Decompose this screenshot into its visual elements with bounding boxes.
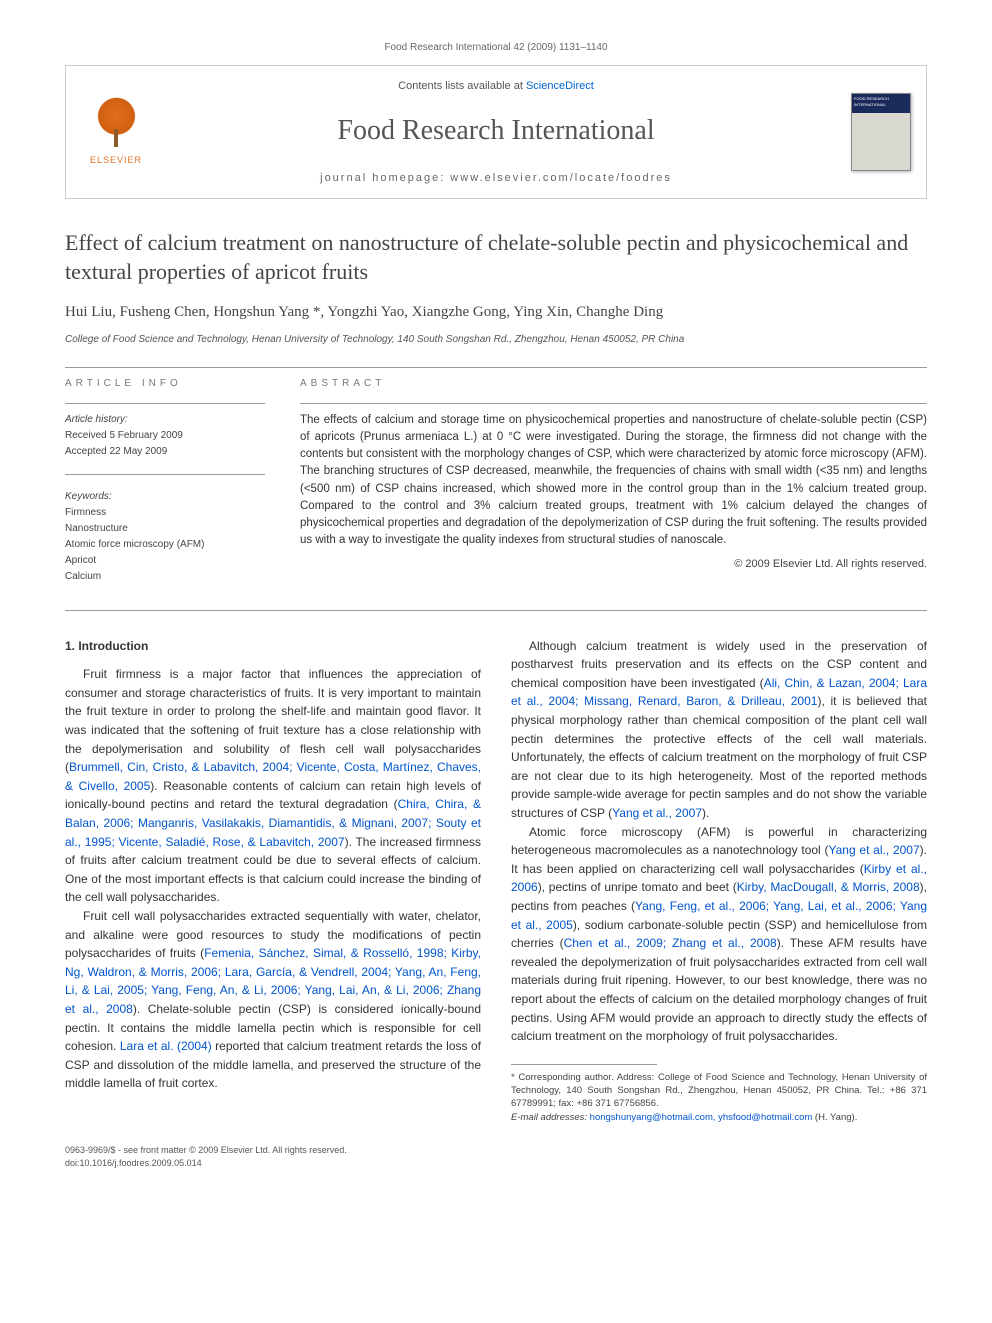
keywords-heading: Keywords: <box>65 489 265 505</box>
email-suffix: (H. Yang). <box>812 1112 857 1123</box>
keyword: Apricot <box>65 553 265 569</box>
keyword: Nanostructure <box>65 521 265 537</box>
email-line: E-mail addresses: hongshunyang@hotmail.c… <box>511 1111 927 1124</box>
contents-line: Contents lists available at ScienceDirec… <box>66 78 926 95</box>
accepted-date: Accepted 22 May 2009 <box>65 444 265 460</box>
divider <box>65 367 927 368</box>
affiliation: College of Food Science and Technology, … <box>65 332 927 347</box>
received-date: Received 5 February 2009 <box>65 428 265 444</box>
email-addresses: hongshunyang@hotmail.com, yhsfood@hotmai… <box>590 1112 813 1123</box>
abstract-text: The effects of calcium and storage time … <box>300 412 927 550</box>
abstract-label: ABSTRACT <box>300 376 927 391</box>
keyword: Firmness <box>65 505 265 521</box>
cover-title: FOOD RESEARCH INTERNATIONAL <box>852 94 910 110</box>
keyword: Calcium <box>65 569 265 585</box>
contents-prefix: Contents lists available at <box>398 80 526 92</box>
doi-line: doi:10.1016/j.foodres.2009.05.014 <box>65 1157 927 1170</box>
journal-header-box: ELSEVIER FOOD RESEARCH INTERNATIONAL Con… <box>65 65 927 199</box>
running-head: Food Research International 42 (2009) 11… <box>65 40 927 55</box>
divider <box>65 403 265 404</box>
citation: Kirby, MacDougall, & Morris, 2008 <box>737 880 920 894</box>
elsevier-logo: ELSEVIER <box>81 92 151 172</box>
citation: Lara et al. (2004) <box>120 1039 212 1053</box>
citation: Yang et al., 2007 <box>828 843 919 857</box>
email-label: E-mail addresses: <box>511 1112 587 1123</box>
footnotes: * Corresponding author. Address: College… <box>511 1071 927 1124</box>
keyword: Atomic force microscopy (AFM) <box>65 537 265 553</box>
divider <box>65 610 927 611</box>
divider <box>300 403 927 404</box>
sciencedirect-link[interactable]: ScienceDirect <box>526 80 594 92</box>
abstract-copyright: © 2009 Elsevier Ltd. All rights reserved… <box>300 556 927 573</box>
body-paragraph: Atomic force microscopy (AFM) is powerfu… <box>511 823 927 1046</box>
article-title: Effect of calcium treatment on nanostruc… <box>65 229 927 286</box>
body-paragraph: Fruit cell wall polysaccharides extracte… <box>65 907 481 1093</box>
divider <box>65 474 265 475</box>
body-paragraph: Fruit firmness is a major factor that in… <box>65 665 481 907</box>
journal-cover-thumbnail: FOOD RESEARCH INTERNATIONAL <box>851 93 911 171</box>
footnote-separator <box>511 1064 657 1065</box>
authors: Hui Liu, Fusheng Chen, Hongshun Yang *, … <box>65 301 927 324</box>
section-heading: 1. Introduction <box>65 637 481 656</box>
article-info-label: ARTICLE INFO <box>65 376 265 391</box>
journal-homepage: journal homepage: www.elsevier.com/locat… <box>66 170 926 187</box>
front-matter-line: 0963-9969/$ - see front matter © 2009 El… <box>65 1144 927 1157</box>
elsevier-tree-icon <box>89 97 144 152</box>
citation: Chen et al., 2009; Zhang et al., 2008 <box>564 936 777 950</box>
article-info-block: Article history: Received 5 February 200… <box>65 412 265 585</box>
body-paragraph: Although calcium treatment is widely use… <box>511 637 927 823</box>
journal-name: Food Research International <box>66 110 926 152</box>
article-body: 1. Introduction Fruit firmness is a majo… <box>65 637 927 1124</box>
elsevier-label: ELSEVIER <box>90 154 142 168</box>
page-footer: 0963-9969/$ - see front matter © 2009 El… <box>65 1144 927 1169</box>
corresponding-author-note: * Corresponding author. Address: College… <box>511 1071 927 1111</box>
history-heading: Article history: <box>65 412 265 428</box>
citation: Yang et al., 2007 <box>612 806 702 820</box>
